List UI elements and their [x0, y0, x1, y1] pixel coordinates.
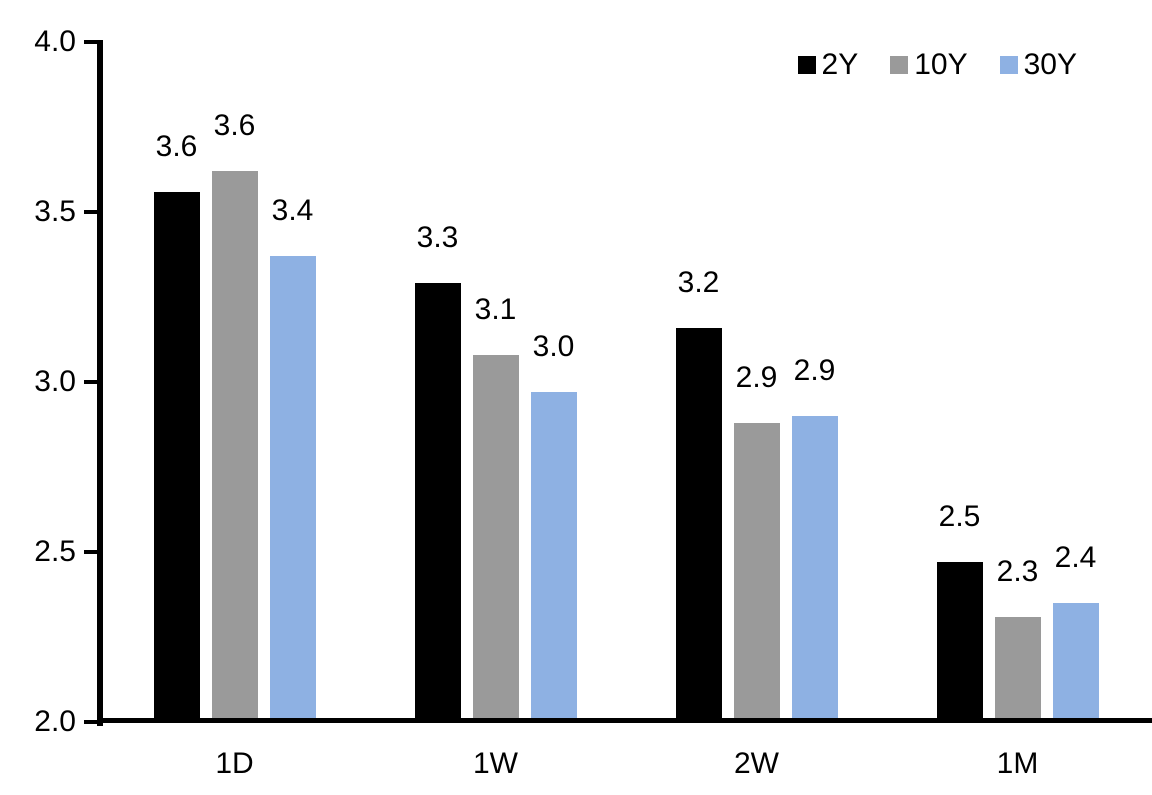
bar-value-label: 2.9 — [793, 354, 836, 387]
bar-value-label: 3.2 — [677, 265, 720, 299]
y-tick — [84, 40, 97, 44]
y-tick-label: 3.0 — [34, 365, 76, 398]
x-category-label: 2W — [734, 747, 779, 780]
bar-value-label: 3.0 — [532, 330, 575, 364]
bar-30Y-1D — [269, 256, 316, 721]
bar-value-label: 3.6 — [213, 109, 256, 143]
legend-item-2Y: 2Y — [797, 48, 859, 81]
x-axis-line — [97, 718, 1152, 723]
bar-value-label: 3.3 — [416, 221, 459, 255]
bar-value-label: 3.6 — [155, 129, 198, 163]
legend-swatch-icon — [890, 56, 909, 74]
bar-2Y-1W — [414, 283, 461, 721]
bar-value-label: 2.4 — [1054, 541, 1097, 574]
bar-30Y-1W — [530, 392, 577, 721]
bar-value-label: 2.9 — [735, 360, 778, 394]
bar-10Y-2W — [733, 422, 780, 721]
y-tick-label: 3.5 — [34, 195, 76, 228]
bar-value-label: 2.3 — [996, 554, 1039, 588]
y-tick — [84, 380, 97, 384]
bar-2Y-1D — [153, 191, 200, 721]
legend-item-30Y: 30Y — [999, 48, 1077, 81]
bar-10Y-1W — [472, 354, 519, 721]
legend-label: 10Y — [914, 48, 968, 81]
y-tick-label: 4.0 — [34, 25, 76, 58]
bar-2Y-2W — [675, 327, 722, 721]
bar-30Y-2W — [791, 416, 838, 721]
bar-value-label: 3.1 — [474, 292, 517, 326]
bar-10Y-1D — [211, 171, 258, 721]
bar-value-label: 3.4 — [271, 194, 314, 228]
bar-2Y-1M — [936, 562, 983, 721]
x-category-label: 1M — [996, 747, 1039, 780]
y-tick — [84, 720, 97, 724]
legend: 2Y 10Y 30Y — [797, 48, 1077, 81]
legend-swatch-icon — [797, 56, 816, 74]
bar-value-label: 2.5 — [938, 500, 981, 534]
legend-item-10Y: 10Y — [890, 48, 968, 81]
y-tick — [84, 550, 97, 554]
legend-label: 30Y — [1023, 48, 1077, 81]
y-tick-label: 2.0 — [34, 705, 76, 738]
legend-label: 2Y — [821, 48, 859, 81]
bar-10Y-1M — [994, 616, 1041, 721]
y-tick-label: 2.5 — [34, 535, 76, 568]
y-tick — [84, 210, 97, 214]
bar-30Y-1M — [1052, 603, 1099, 721]
x-category-label: 1W — [473, 747, 518, 780]
y-axis-line — [97, 40, 103, 726]
legend-swatch-icon — [999, 56, 1018, 74]
x-category-label: 1D — [215, 747, 254, 780]
